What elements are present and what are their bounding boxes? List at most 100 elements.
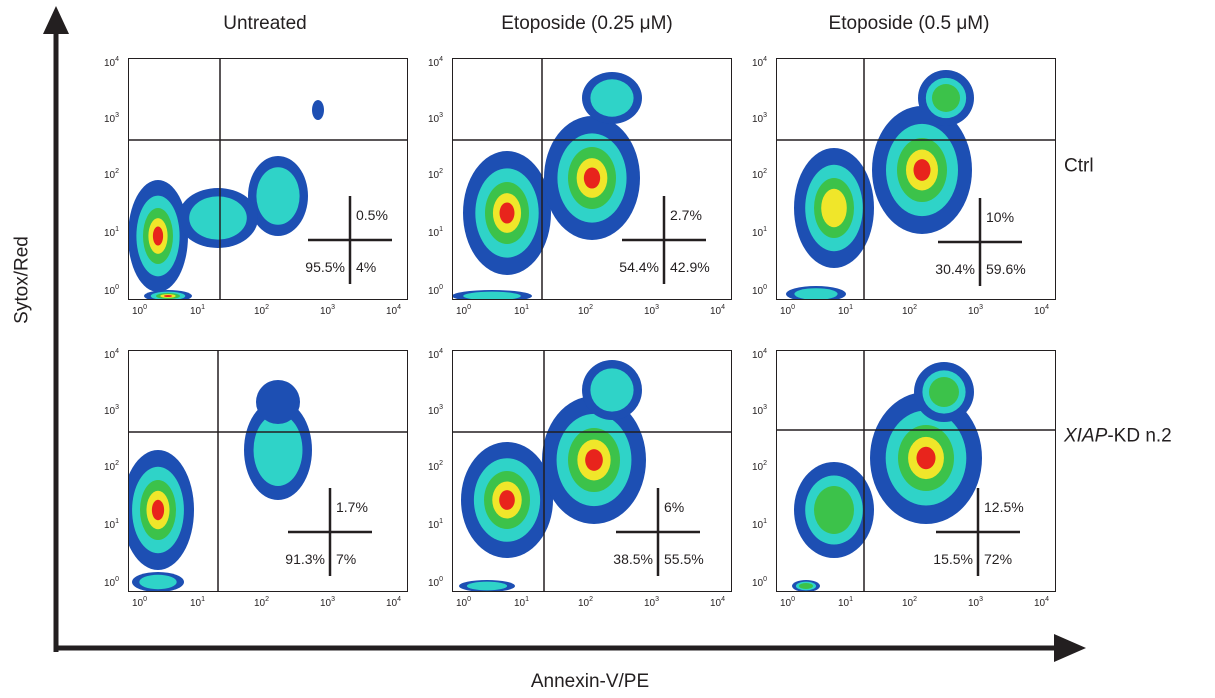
x-axis-arrowhead — [1054, 634, 1086, 662]
y-tick-exponent: 0 — [115, 284, 119, 291]
panel-xiap-kd-untreated: 100 100 101 101 102 102 103 103 104 104 1.7% 91.3% 7… — [104, 348, 408, 609]
x-tick-exponent: 0 — [143, 596, 147, 603]
density-blob — [189, 196, 247, 240]
percent-lower-left: 38.5% — [613, 551, 653, 567]
density-blob — [916, 446, 936, 470]
x-tick-exponent: 2 — [913, 304, 917, 311]
density-plot — [459, 360, 646, 592]
density-blob — [929, 377, 959, 407]
panel-ctrl-etoposide-05: 100 100 101 101 102 102 103 103 104 104 10% 30.4% 59… — [752, 56, 1056, 317]
y-tick-exponent: 4 — [763, 56, 767, 63]
percent-lower-right: 59.6% — [986, 261, 1026, 277]
density-blob — [932, 84, 960, 112]
percent-upper-right: 0.5% — [356, 207, 388, 223]
percent-upper-right: 10% — [986, 209, 1015, 225]
column-title-etoposide-025: Etoposide (0.25 μM) — [501, 13, 673, 34]
y-tick-exponent: 3 — [763, 112, 767, 119]
density-blob — [499, 490, 515, 510]
density-blob — [814, 486, 854, 534]
percent-lower-right: 4% — [356, 259, 377, 275]
density-blob — [590, 368, 634, 412]
y-axis-arrowhead — [43, 6, 69, 34]
percent-lower-right: 7% — [336, 551, 357, 567]
percent-lower-left: 30.4% — [935, 261, 975, 277]
row-label-xiap-text: -KD n.2 — [1107, 425, 1172, 447]
panel-ctrl-etoposide-025: 100 100 101 101 102 102 103 103 104 104 2.7% 54.4% 4… — [428, 56, 732, 317]
x-tick-exponent: 2 — [589, 304, 593, 311]
density-blob — [312, 100, 324, 120]
row-label-ctrl-text: Ctrl — [1064, 155, 1094, 177]
density-plot — [128, 100, 324, 300]
density-blob — [253, 414, 303, 486]
y-tick-exponent: 4 — [439, 56, 443, 63]
x-tick-exponent: 1 — [525, 596, 529, 603]
x-tick-exponent: 4 — [397, 596, 401, 603]
y-tick-exponent: 2 — [439, 460, 443, 467]
density-blob — [151, 499, 165, 521]
density-blob — [152, 226, 164, 246]
y-tick-exponent: 1 — [763, 226, 767, 233]
x-tick-exponent: 0 — [791, 304, 795, 311]
y-tick-exponent: 0 — [763, 576, 767, 583]
percent-lower-right: 55.5% — [664, 551, 704, 567]
plot-frame — [128, 58, 408, 300]
percent-upper-right: 6% — [664, 499, 685, 515]
density-plot — [792, 362, 982, 592]
density-blob — [913, 159, 931, 181]
y-tick-exponent: 3 — [115, 112, 119, 119]
x-tick-exponent: 1 — [849, 304, 853, 311]
x-tick-exponent: 0 — [143, 304, 147, 311]
y-axis-title: Sytox/Red — [11, 236, 33, 324]
percent-upper-right: 2.7% — [670, 207, 702, 223]
density-blob — [466, 581, 508, 591]
density-blob — [256, 380, 300, 424]
y-tick-exponent: 1 — [439, 226, 443, 233]
x-axis-title: Annexin-V/PE — [530, 671, 650, 692]
percent-upper-right: 1.7% — [336, 499, 368, 515]
density-blob — [799, 583, 813, 589]
plot-frame — [452, 58, 732, 300]
y-tick-exponent: 0 — [763, 284, 767, 291]
row-label-xiap-italic: XIAP — [1064, 425, 1108, 447]
plot-frame — [776, 58, 1056, 300]
density-blob — [463, 291, 521, 300]
x-tick-exponent: 4 — [397, 304, 401, 311]
panel-xiap-kd-etoposide-025: 100 100 101 101 102 102 103 103 104 104 6% 38.5% 55.… — [428, 348, 732, 609]
x-tick-exponent: 3 — [331, 596, 335, 603]
density-blob — [163, 294, 173, 298]
x-tick-exponent: 2 — [265, 596, 269, 603]
x-tick-exponent: 4 — [1045, 304, 1049, 311]
x-tick-exponent: 1 — [201, 596, 205, 603]
x-tick-exponent: 3 — [655, 596, 659, 603]
column-title-untreated: Untreated — [223, 13, 307, 34]
panel-ctrl-untreated: 100 100 101 101 102 102 103 103 104 104 0.5% 95.5% 4… — [104, 56, 408, 317]
x-tick-exponent: 0 — [791, 596, 795, 603]
x-tick-exponent: 1 — [525, 304, 529, 311]
y-tick-exponent: 3 — [115, 404, 119, 411]
density-plot — [452, 72, 642, 300]
y-tick-exponent: 3 — [763, 404, 767, 411]
y-tick-exponent: 2 — [115, 460, 119, 467]
y-tick-exponent: 4 — [115, 56, 119, 63]
density-blob — [139, 574, 177, 590]
x-tick-exponent: 0 — [467, 304, 471, 311]
y-tick-exponent: 4 — [763, 348, 767, 355]
plot-frame — [776, 350, 1056, 592]
density-blob — [794, 288, 838, 300]
density-blob — [590, 79, 634, 117]
x-tick-exponent: 3 — [979, 304, 983, 311]
x-tick-exponent: 3 — [979, 596, 983, 603]
density-blob — [583, 167, 601, 189]
density-blob — [256, 167, 300, 225]
density-plot — [128, 380, 312, 592]
density-blob — [585, 449, 603, 471]
percent-lower-left: 54.4% — [619, 259, 659, 275]
y-tick-exponent: 2 — [439, 168, 443, 175]
